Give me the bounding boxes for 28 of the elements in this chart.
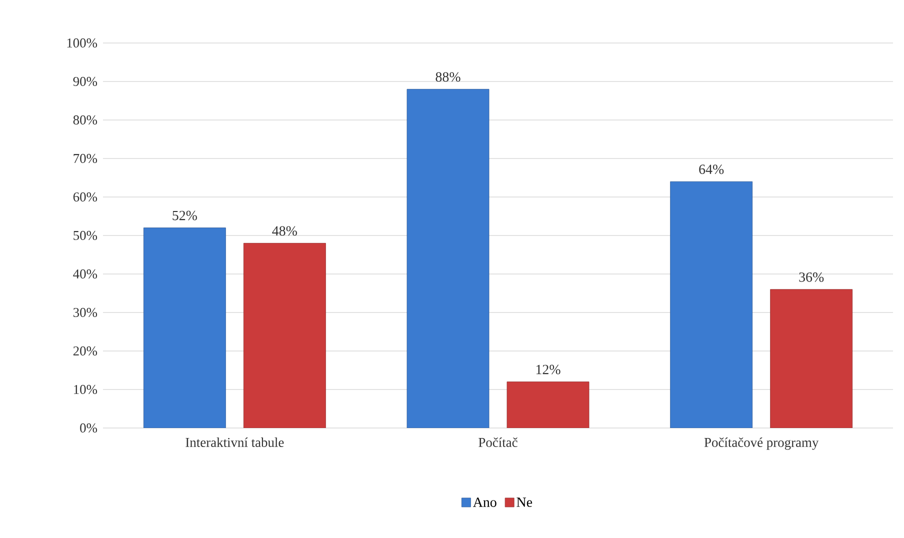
bar	[670, 181, 753, 428]
legend-label: Ne	[516, 498, 532, 507]
y-tick-label: 10%	[74, 384, 98, 394]
y-tick-label: 40%	[73, 269, 98, 279]
y-tick-label: 100%	[67, 38, 98, 48]
data-label: 48%	[272, 226, 297, 236]
bar	[406, 88, 490, 428]
data-label: 36%	[799, 272, 824, 282]
y-tick-label: 0%	[80, 423, 98, 433]
y-tick-label: 20%	[73, 346, 98, 356]
bar	[770, 289, 853, 428]
x-tick-label: Počítač	[478, 438, 518, 447]
bar	[506, 382, 590, 428]
data-label: 88%	[436, 72, 460, 82]
x-tick-label: Interaktivní tabule	[186, 437, 284, 447]
y-tick-label: 80%	[73, 115, 98, 125]
data-label: 52%	[172, 210, 197, 220]
y-tick-label: 60%	[73, 192, 98, 202]
x-tick-label: Počítačové programy	[704, 438, 819, 450]
bar	[143, 228, 226, 428]
y-tick-label: 90%	[73, 76, 98, 86]
bar	[243, 242, 326, 428]
y-tick-label: 30%	[73, 308, 98, 318]
legend-label: Ano	[473, 498, 496, 507]
y-tick-label: 50%	[74, 230, 98, 240]
y-tick-label: 70%	[74, 154, 98, 164]
data-label: 12%	[536, 364, 560, 374]
data-label: 64%	[699, 164, 724, 174]
